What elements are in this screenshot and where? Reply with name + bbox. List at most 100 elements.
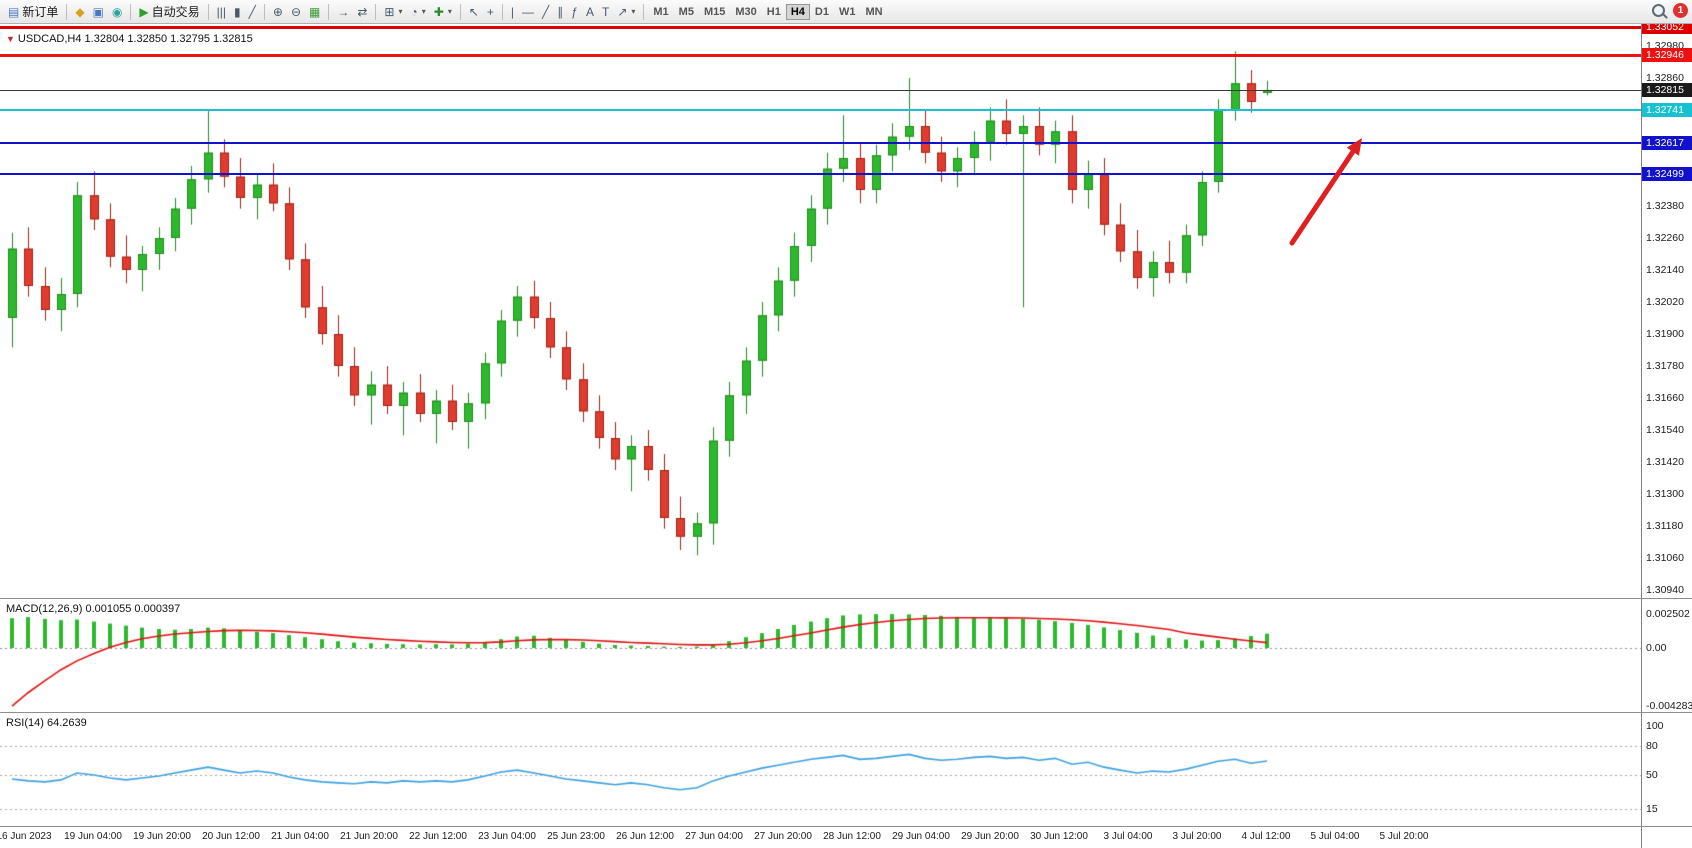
timeframe-m1[interactable]: M1 bbox=[653, 5, 669, 18]
time-axis-label: 22 Jun 12:00 bbox=[409, 831, 467, 842]
notification-badge[interactable]: 1 bbox=[1673, 3, 1688, 18]
toolbar-separator bbox=[207, 3, 209, 20]
timeframe-mn[interactable]: MN bbox=[865, 5, 883, 18]
profiles-icon: ◔ bbox=[410, 4, 418, 19]
time-axis-label: 21 Jun 20:00 bbox=[340, 831, 398, 842]
community-button[interactable]: ◉ bbox=[108, 2, 126, 22]
candles-icon: ▮ bbox=[234, 4, 241, 19]
price-axis-label: 1.32260 bbox=[1646, 232, 1684, 244]
timeframe-d1[interactable]: D1 bbox=[814, 5, 829, 18]
time-axis-label: 28 Jun 12:00 bbox=[823, 831, 881, 842]
price-axis-label: 1.31540 bbox=[1646, 424, 1684, 436]
time-axis-label: 19 Jun 04:00 bbox=[64, 831, 122, 842]
bar-chart-button[interactable]: ||| bbox=[213, 2, 230, 22]
text-button[interactable]: A bbox=[582, 2, 598, 22]
price-axis-label: 1.31420 bbox=[1646, 456, 1684, 468]
candlestick-chart[interactable] bbox=[0, 24, 1641, 598]
price-level-label[interactable]: 1.32617 bbox=[1642, 135, 1692, 150]
time-axis-label: 16 Jun 2023 bbox=[0, 831, 52, 842]
horizontal-line-button[interactable]: — bbox=[518, 2, 538, 22]
timeframe-m5[interactable]: M5 bbox=[678, 5, 694, 18]
timeframe-h4[interactable]: H4 bbox=[785, 3, 810, 20]
price-axis-label: 1.31900 bbox=[1646, 328, 1684, 340]
timeframe-m30[interactable]: M30 bbox=[735, 5, 757, 18]
toolbar-separator bbox=[328, 3, 330, 20]
trendline-button[interactable]: ╱ bbox=[538, 2, 553, 22]
price-level-label[interactable]: 1.32741 bbox=[1642, 102, 1692, 117]
market-button[interactable]: ▣ bbox=[89, 2, 108, 22]
chart-title-text: USDCAD,H4 1.32804 1.32850 1.32795 1.3281… bbox=[17, 33, 253, 45]
price-axis-label: 1.31300 bbox=[1646, 488, 1684, 500]
panel-separator[interactable] bbox=[0, 826, 1692, 827]
zoom-in-button[interactable]: ⊕ bbox=[269, 2, 287, 22]
chart-title: ▼ USDCAD,H4 1.32804 1.32850 1.32795 1.328… bbox=[6, 33, 253, 45]
new-order-button[interactable]: ▤ 新订单 bbox=[4, 2, 62, 22]
community-icon: ◉ bbox=[111, 4, 123, 19]
rsi-axis-label: 15 bbox=[1646, 803, 1658, 816]
search-icon[interactable] bbox=[1652, 4, 1665, 17]
new-chart-button[interactable]: ⊞ ▾ bbox=[380, 2, 406, 22]
line-chart-button[interactable]: ╱ bbox=[245, 2, 260, 22]
hline-icon: — bbox=[522, 4, 535, 19]
rsi-axis-label: 100 bbox=[1646, 720, 1664, 732]
rsi-axis-label: 50 bbox=[1646, 769, 1658, 781]
timeframe-m15[interactable]: M15 bbox=[703, 5, 726, 18]
time-axis-label: 27 Jun 20:00 bbox=[754, 831, 812, 842]
arrows-button[interactable]: ↗ ▾ bbox=[613, 2, 639, 22]
crosshair-button[interactable]: + bbox=[483, 2, 498, 22]
price-level-label[interactable]: 1.32815 bbox=[1642, 83, 1692, 97]
time-axis-label: 25 Jun 23:00 bbox=[547, 831, 605, 842]
new-order-icon: ▤ bbox=[8, 4, 20, 19]
horizontal-level-line[interactable] bbox=[0, 141, 1641, 144]
rsi-panel[interactable] bbox=[0, 714, 1641, 826]
price-axis-label: 1.31180 bbox=[1646, 520, 1684, 532]
price-axis-label: 1.32380 bbox=[1646, 200, 1684, 212]
line-icon: ╱ bbox=[248, 4, 256, 19]
label-button[interactable]: T bbox=[598, 2, 613, 22]
text-icon: A bbox=[585, 4, 594, 19]
horizontal-level-line[interactable] bbox=[0, 108, 1641, 111]
price-axis[interactable]: 1.33052 1.32946 1.32815 1.32741 1.32617 1.324… bbox=[1641, 19, 1692, 848]
autotrading-button[interactable]: ▶ 自动交易 bbox=[135, 2, 203, 22]
toolbar-separator bbox=[375, 3, 377, 20]
tile-windows-button[interactable]: ▦ bbox=[305, 2, 324, 22]
time-axis-label: 27 Jun 04:00 bbox=[685, 831, 743, 842]
channel-button[interactable]: ∥ bbox=[553, 2, 567, 22]
timeframe-w1[interactable]: W1 bbox=[838, 5, 856, 18]
current-price[interactable] bbox=[0, 90, 1641, 91]
horizontal-level-line[interactable] bbox=[0, 173, 1641, 176]
time-axis[interactable]: 16 Jun 2023 19 Jun 04:00 19 Jun 20:00 20 Ju… bbox=[0, 827, 1641, 848]
panel-separator[interactable] bbox=[0, 712, 1692, 713]
trendline-icon: ╱ bbox=[542, 4, 550, 19]
market-icon: ▣ bbox=[92, 4, 104, 19]
zoom-out-button[interactable]: ⊖ bbox=[287, 2, 305, 22]
horizontal-level-line[interactable] bbox=[0, 25, 1641, 29]
new-order-button-label: 新订单 bbox=[22, 5, 59, 19]
profiles-button[interactable]: ◔ ▾ bbox=[406, 2, 429, 22]
horizontal-level-line[interactable] bbox=[0, 54, 1641, 58]
metaeditor-button[interactable]: ◆ bbox=[71, 2, 88, 22]
price-axis-label: 1.31660 bbox=[1646, 392, 1684, 404]
autoscroll-icon: → bbox=[337, 4, 350, 19]
cursor-button[interactable]: ↖ bbox=[465, 2, 483, 22]
toolbar: ▤ 新订单 ◆ ▣ ◉ ▶ 自动交易 ||| ▮ ╱ ⊕ ⊖ ▦ → ⇄ ⊞ ▾ ◔ ▾ ✚ ▾ ↖ + | — ╱ ∥ ƒ A T ↗ ▾ M… bbox=[0, 0, 1692, 24]
bars-icon: ||| bbox=[216, 4, 227, 19]
time-axis-label: 5 Jul 20:00 bbox=[1379, 831, 1429, 842]
chevron-down-icon: ▾ bbox=[421, 7, 426, 16]
indicators-button[interactable]: ✚ ▾ bbox=[430, 2, 456, 22]
macd-panel[interactable] bbox=[0, 600, 1641, 712]
price-level-label[interactable]: 1.32499 bbox=[1642, 167, 1692, 182]
auto-scroll-button[interactable]: → bbox=[333, 2, 353, 22]
candle-chart-button[interactable]: ▮ bbox=[230, 2, 245, 22]
toolbar-separator bbox=[130, 3, 132, 20]
time-axis-label: 3 Jul 20:00 bbox=[1172, 831, 1222, 842]
price-level-label[interactable]: 1.32946 bbox=[1642, 48, 1692, 63]
fibonacci-button[interactable]: ƒ bbox=[567, 2, 582, 22]
chart-shift-button[interactable]: ⇄ bbox=[353, 2, 371, 22]
cursor-icon: ↖ bbox=[468, 4, 479, 19]
panel-separator[interactable] bbox=[0, 598, 1692, 599]
vertical-line-button[interactable]: | bbox=[507, 2, 518, 22]
time-axis-label: 4 Jul 12:00 bbox=[1241, 831, 1291, 842]
timeframe-h1[interactable]: H1 bbox=[766, 5, 781, 18]
arrows-icon: ↗ bbox=[617, 4, 628, 19]
